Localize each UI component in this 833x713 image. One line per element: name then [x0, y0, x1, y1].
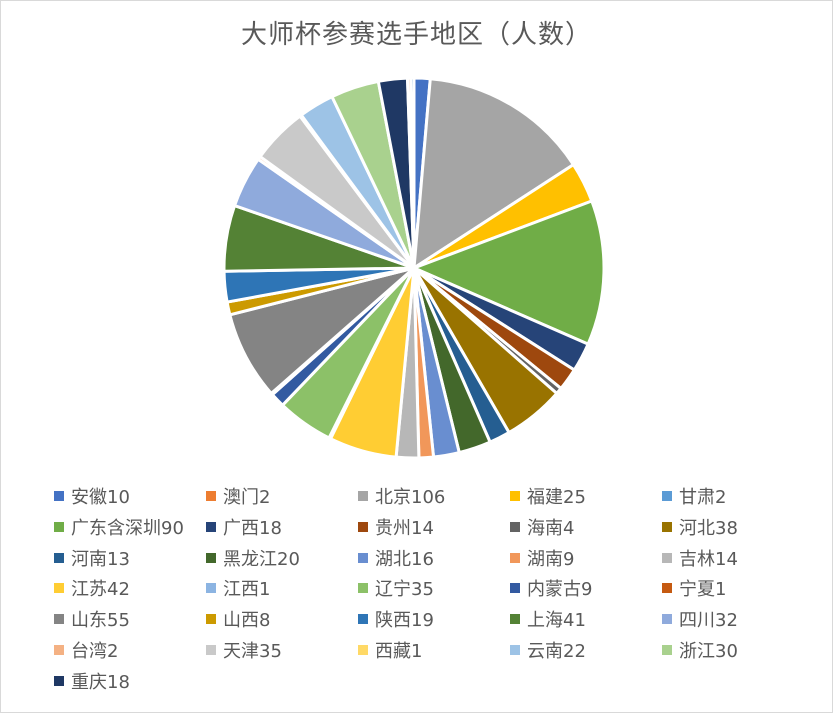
legend-swatch [358, 552, 368, 563]
legend-item-甘肃: 甘肃2 [662, 483, 726, 509]
legend-label: 天津35 [223, 641, 282, 662]
legend-item-湖南: 湖南9 [510, 545, 574, 571]
legend-swatch [206, 491, 216, 501]
legend-label: 山东55 [71, 610, 130, 632]
legend-swatch [510, 583, 520, 594]
legend-swatch [54, 675, 64, 686]
legend-item-江西: 江西1 [206, 575, 270, 601]
legend-item-宁夏: 宁夏1 [662, 575, 726, 601]
legend-item-四川: 四川32 [662, 606, 738, 632]
legend-label: 上海41 [527, 610, 586, 632]
legend-item-山西: 山西8 [206, 606, 270, 632]
legend-label: 重庆18 [71, 671, 130, 693]
legend-item-澳门: 澳门2 [206, 483, 270, 509]
legend-swatch [206, 614, 216, 625]
legend-label: 北京106 [375, 487, 446, 508]
pie-slice-甘肃 [409, 76, 416, 270]
legend-swatch [54, 645, 64, 655]
pie-slice-北京 [412, 77, 575, 270]
legend-label: 辽宁35 [375, 579, 434, 601]
legend-label: 陕西19 [375, 610, 434, 632]
legend-label: 西藏1 [375, 641, 423, 662]
legend-swatch [510, 491, 520, 501]
legend-swatch [54, 491, 64, 501]
legend-item-浙江: 浙江30 [662, 637, 738, 663]
legend-swatch [206, 583, 216, 594]
legend-swatch [662, 583, 672, 594]
legend-item-河北: 河北38 [662, 514, 738, 540]
legend-item-海南: 海南4 [510, 514, 574, 540]
legend-item-陕西: 陕西19 [358, 606, 434, 632]
legend-label: 黑龙江20 [223, 548, 300, 570]
legend-item-天津: 天津35 [206, 637, 282, 663]
legend-item-重庆: 重庆18 [54, 668, 130, 694]
legend-swatch [510, 614, 520, 625]
legend-item-广东含深圳: 广东含深圳90 [54, 514, 184, 540]
legend-swatch [54, 583, 64, 594]
legend-label: 内蒙古9 [527, 579, 593, 601]
legend-item-内蒙古: 内蒙古9 [510, 575, 592, 601]
legend-label: 湖北16 [375, 548, 434, 570]
legend-label: 河南13 [71, 548, 130, 570]
legend-swatch [510, 521, 520, 532]
legend-label: 江苏42 [71, 579, 130, 601]
legend-item-贵州: 贵州14 [358, 514, 434, 540]
chart-title: 大师杯参赛选手地区（人数） [240, 20, 592, 50]
legend-item-北京: 北京106 [358, 483, 445, 509]
legend-label: 澳门2 [223, 487, 271, 508]
legend-label: 福建25 [527, 487, 586, 508]
legend-item-云南: 云南22 [510, 637, 586, 663]
legend-label: 台湾2 [71, 641, 119, 662]
legend-swatch [662, 491, 672, 501]
legend-item-湖北: 湖北16 [358, 545, 434, 571]
legend-swatch [206, 645, 216, 655]
legend-item-福建: 福建25 [510, 483, 586, 509]
legend-swatch [54, 552, 64, 563]
legend-label: 湖南9 [527, 548, 575, 570]
legend-swatch [206, 521, 216, 532]
legend-item-河南: 河南13 [54, 545, 130, 571]
legend-swatch [358, 645, 368, 655]
legend-swatch [662, 645, 672, 655]
legend-swatch [358, 583, 368, 594]
legend-swatch [662, 521, 672, 532]
legend-swatch [510, 645, 520, 655]
legend-label: 安徽10 [71, 487, 130, 508]
legend-label: 吉林14 [679, 548, 738, 570]
legend-swatch [54, 614, 64, 625]
legend-item-安徽: 安徽10 [54, 483, 130, 509]
legend-swatch [358, 614, 368, 625]
legend-item-山东: 山东55 [54, 606, 130, 632]
legend-swatch [510, 552, 520, 563]
legend-item-江苏: 江苏42 [54, 575, 130, 601]
legend-item-上海: 上海41 [510, 606, 586, 632]
pie-slice-广东含深圳 [412, 199, 606, 346]
legend-label: 广西18 [223, 517, 282, 539]
legend-item-辽宁: 辽宁35 [358, 575, 434, 601]
legend-label: 贵州14 [375, 517, 434, 539]
legend-label: 江西1 [223, 579, 271, 601]
legend-item-吉林: 吉林14 [662, 545, 738, 571]
legend-label: 广东含深圳90 [71, 517, 184, 539]
legend-swatch [662, 614, 672, 625]
legend-label: 四川32 [679, 610, 738, 632]
legend-item-黑龙江: 黑龙江20 [206, 545, 300, 571]
legend-swatch [54, 521, 64, 532]
legend-swatch [662, 552, 672, 563]
legend-swatch [358, 491, 368, 501]
legend-swatch [358, 521, 368, 532]
legend-label: 山西8 [223, 610, 271, 632]
legend-label: 海南4 [527, 517, 575, 539]
legend-item-西藏: 西藏1 [358, 637, 422, 663]
legend-label: 河北38 [679, 517, 738, 539]
legend-label: 云南22 [527, 641, 586, 662]
legend-item-广西: 广西18 [206, 514, 282, 540]
legend-label: 浙江30 [679, 641, 738, 662]
legend-label: 甘肃2 [679, 487, 727, 508]
legend-label: 宁夏1 [679, 579, 727, 601]
legend-item-台湾: 台湾2 [54, 637, 118, 663]
legend-swatch [206, 552, 216, 563]
